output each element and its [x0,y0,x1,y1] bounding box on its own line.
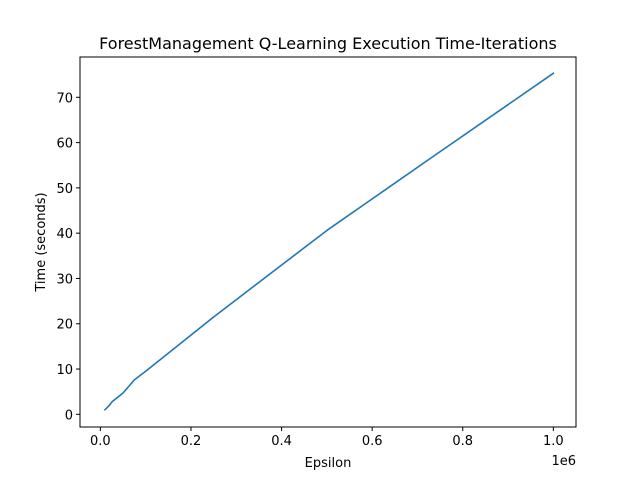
series-group [103,72,555,411]
x-tick-label: 1.0 [543,434,564,449]
x-tick-label: 0.2 [181,434,202,449]
y-axis: 0 10 20 30 40 50 60 70 [56,91,80,423]
x-tick-label: 0.0 [90,434,111,449]
x-tick-label: 0.8 [452,434,473,449]
y-tick-label: 30 [56,272,73,287]
y-tick-label: 50 [56,182,73,197]
series-line [103,72,555,411]
x-axis-label: Epsilon [305,456,352,471]
x-axis-offset-text: 1e6 [551,454,576,469]
y-tick-label: 60 [56,137,73,152]
x-tick-label: 0.6 [362,434,383,449]
y-tick-label: 20 [56,318,73,333]
y-tick-label: 70 [56,91,73,106]
x-tick-label: 0.4 [271,434,292,449]
x-axis: 0.0 0.2 0.4 0.6 0.8 1.0 [90,427,564,449]
y-axis-label: Time (seconds) [34,192,49,292]
y-tick-label: 40 [56,227,73,242]
chart-title: ForestManagement Q-Learning Execution Ti… [99,34,557,53]
y-tick-label: 10 [56,363,73,378]
y-tick-label: 0 [65,408,73,423]
plot-frame [79,56,577,428]
